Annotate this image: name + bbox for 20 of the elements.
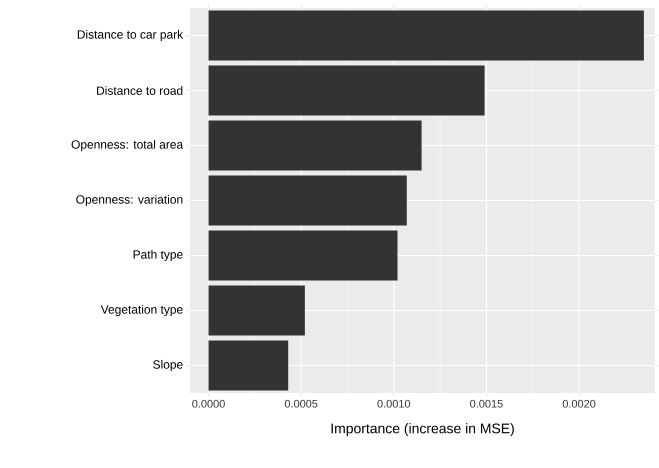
x-tick-label: 0.0020 xyxy=(562,400,596,408)
bar xyxy=(208,176,407,226)
y-tick-label: Openness: total area xyxy=(72,140,184,152)
x-tick-label: 0.0015 xyxy=(470,400,503,408)
y-tick-label: Distance to car park xyxy=(78,30,184,42)
bar xyxy=(208,230,398,281)
bar xyxy=(208,10,644,61)
y-tick-label: Slope xyxy=(153,360,183,372)
y-tick-label: Vegetation type xyxy=(100,304,183,316)
x-tick-label: 0.0000 xyxy=(192,400,225,408)
bar xyxy=(208,120,422,171)
y-tick-label: Path type xyxy=(134,250,183,262)
x-tick-label: 0.0005 xyxy=(284,400,318,408)
bar xyxy=(208,286,305,336)
y-tick-label: Openness: variation xyxy=(76,194,182,206)
x-axis-title: Importance (increase in MSE) xyxy=(332,423,514,436)
bar xyxy=(208,340,288,391)
y-tick-label: Distance to road xyxy=(97,86,182,95)
x-tick-label: 0.0010 xyxy=(377,400,410,408)
bar xyxy=(208,66,485,116)
